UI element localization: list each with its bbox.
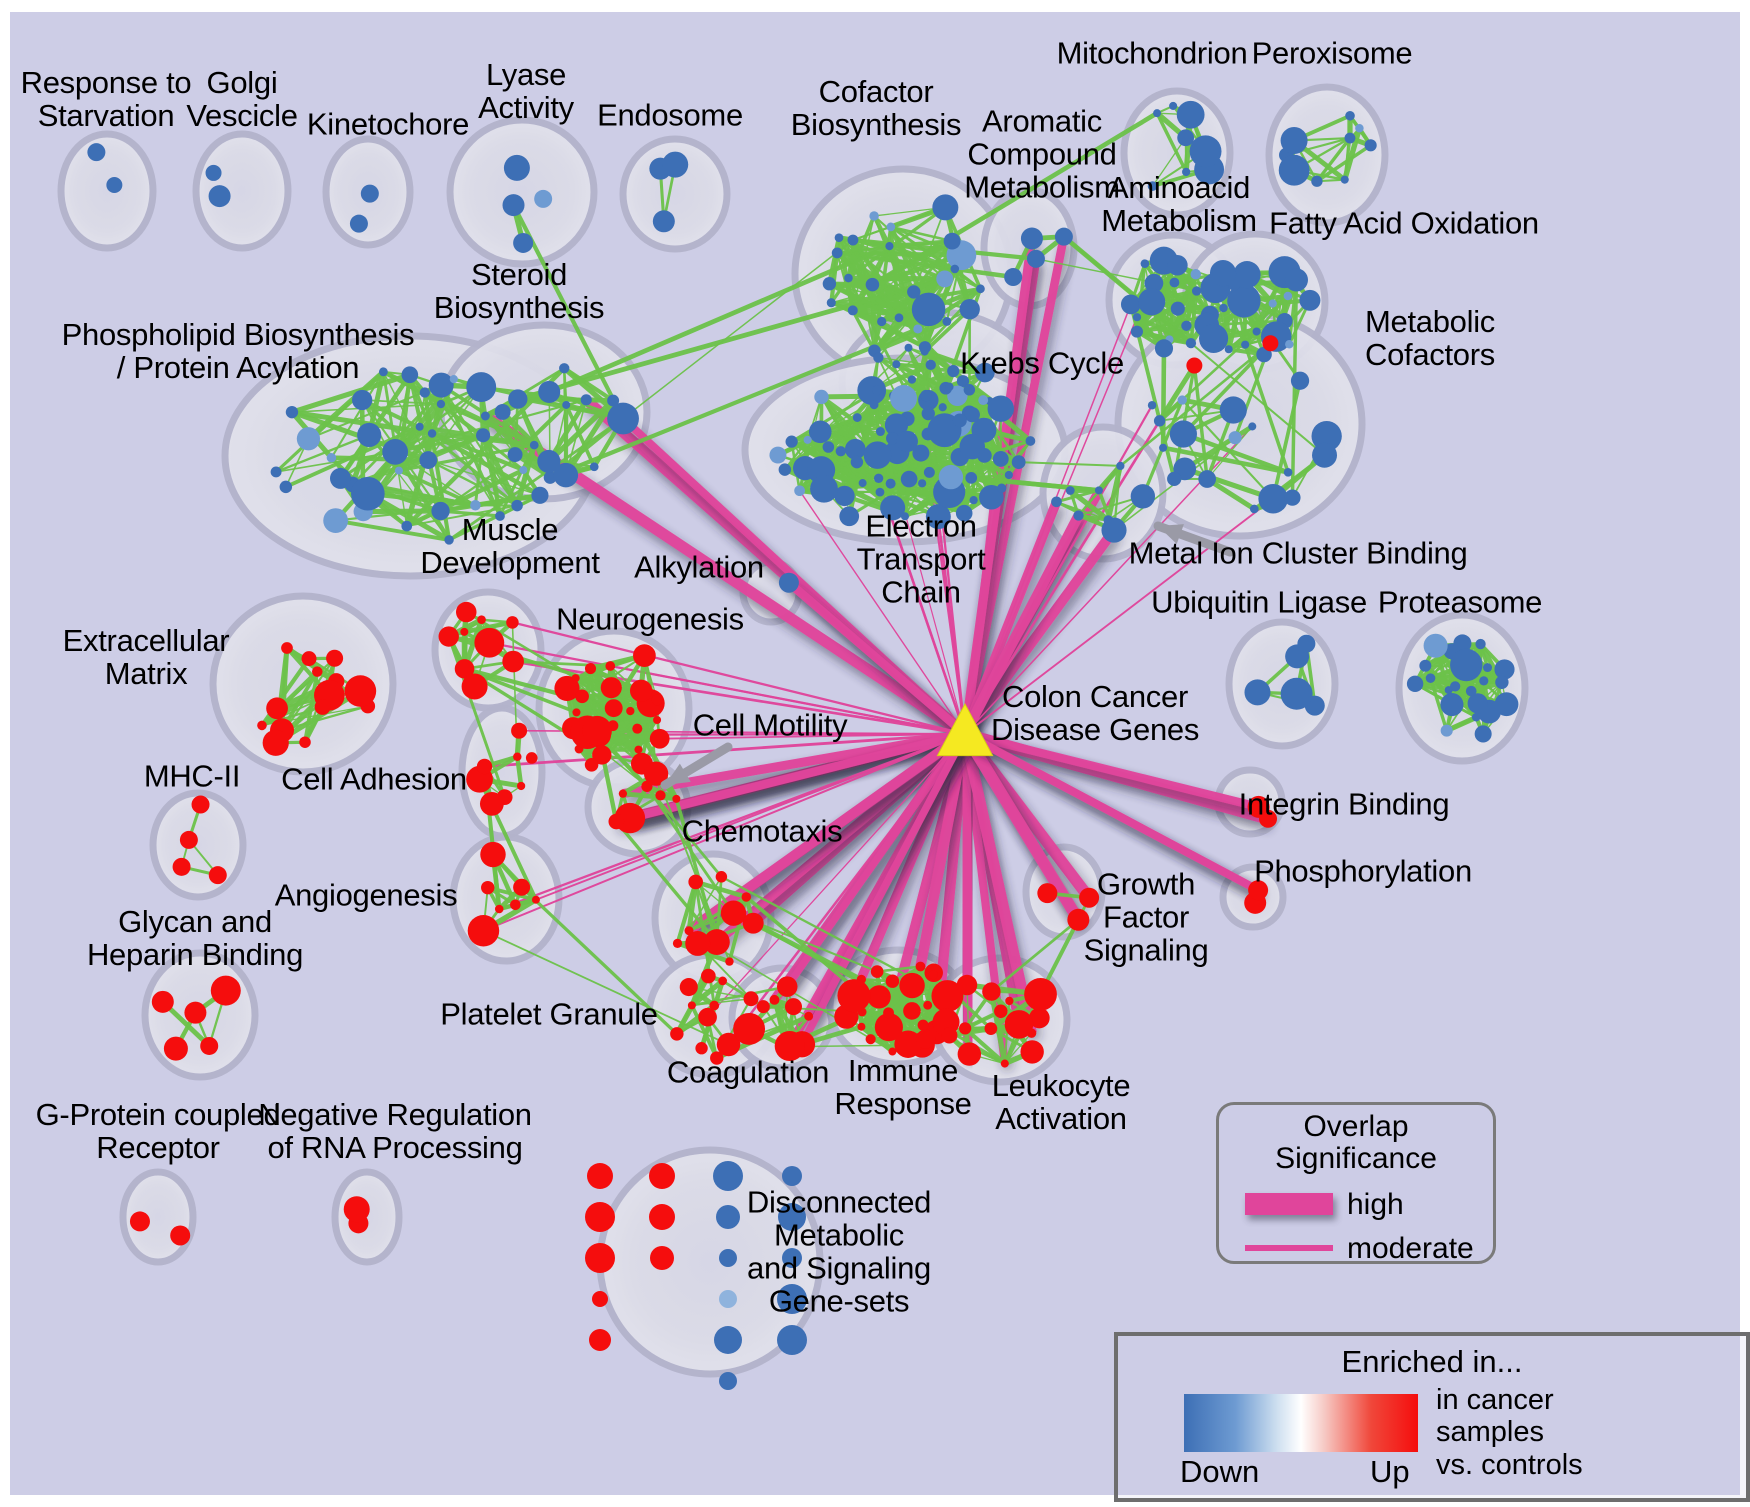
annotation-arrows (660, 521, 1235, 790)
cell-motility-arrow (660, 742, 733, 790)
overlap-legend-title: Overlap Significance (1275, 1110, 1437, 1176)
gene-set-nodes (87, 100, 1519, 1390)
enriched-in-legend: Enriched in... Down Up in cancer samples… (1114, 1332, 1750, 1502)
network-svg (57, 83, 1529, 1390)
metal-ion-cluster-binding-arrow (1153, 521, 1235, 557)
enrichment-color-ramp (1184, 1394, 1418, 1452)
enriched-down-label: Down (1180, 1454, 1260, 1489)
colon-cancer-disease-genes-hub[interactable] (936, 702, 994, 757)
enriched-legend-title: Enriched in... (1341, 1344, 1523, 1379)
enriched-up-label: Up (1370, 1454, 1410, 1489)
enriched-side-label: in cancer samples vs. controls (1436, 1384, 1583, 1481)
overlap-high-swatch (1245, 1193, 1333, 1215)
overlap-high-label: high (1347, 1188, 1404, 1221)
overlap-significance-legend: Overlap Significance high moderate (1216, 1102, 1496, 1265)
network-diagram: Response to Starvation Golgi Vescicle Kine… (10, 12, 1750, 1502)
overlap-moderate-label: moderate (1347, 1232, 1474, 1265)
overlap-moderate-swatch (1245, 1245, 1333, 1251)
